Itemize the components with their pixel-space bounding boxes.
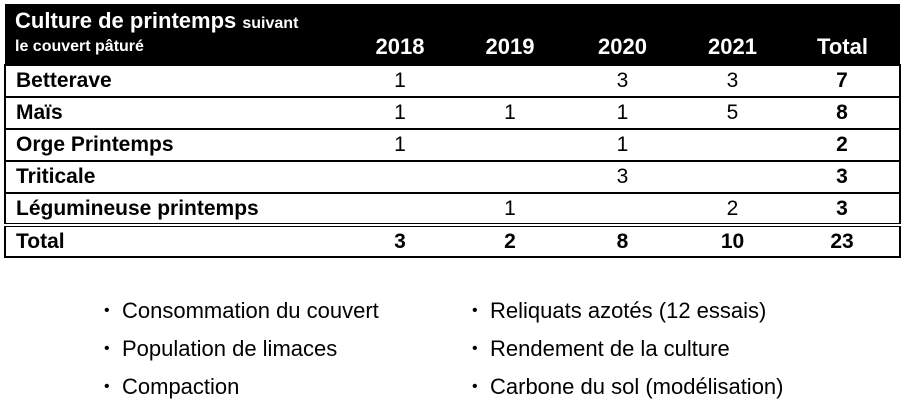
- table-title: Culture de printemps suivant le couvert …: [5, 4, 345, 65]
- row-label: Maïs: [4, 96, 345, 129]
- row-label: Total: [4, 223, 345, 258]
- table-cell: 1: [345, 96, 455, 129]
- title-line2: le couvert pâturé: [15, 38, 144, 56]
- list-item: • Carbone du sol (modélisation): [472, 368, 784, 406]
- list-item-text: Consommation du couvert: [122, 298, 379, 323]
- header-year: 2018: [375, 34, 425, 59]
- table-header-row: Culture de printemps suivant le couvert …: [5, 4, 900, 65]
- table-cell: [680, 128, 785, 161]
- list-item: • Compaction: [104, 368, 379, 406]
- list-item: • Population de limaces: [104, 330, 379, 368]
- bullet-icon: •: [472, 378, 478, 395]
- table-cell: 2: [680, 192, 785, 225]
- row-label: Betterave: [4, 64, 345, 97]
- header-year: 2020: [598, 34, 647, 59]
- table-cell: 1: [565, 96, 680, 129]
- table-row: Betterave 1 3 3 7: [4, 64, 901, 97]
- table-cell: 1: [565, 128, 680, 161]
- row-total: 8: [785, 96, 901, 129]
- bullet-icon: •: [472, 340, 478, 357]
- table-row: Légumineuse printemps 1 2 3: [4, 192, 901, 225]
- table-cell: 5: [680, 96, 785, 129]
- list-item-text: Carbone du sol (modélisation): [490, 374, 784, 399]
- title-main: Culture de printemps: [15, 8, 237, 33]
- bullet-icon: •: [104, 340, 110, 357]
- row-label: Légumineuse printemps: [4, 192, 345, 225]
- row-label: Triticale: [4, 160, 345, 193]
- table-cell: 10: [680, 223, 785, 258]
- row-total: 3: [785, 160, 901, 193]
- bullet-list-left: • Consommation du couvert • Population de …: [104, 292, 379, 406]
- table-cell: [345, 160, 455, 193]
- crop-table: Culture de printemps suivant le couvert …: [4, 4, 901, 258]
- bullet-icon: •: [104, 378, 110, 395]
- list-item-text: Compaction: [122, 374, 240, 399]
- bullet-icon: •: [104, 302, 110, 319]
- row-total: 2: [785, 128, 901, 161]
- bullet-icon: •: [472, 302, 478, 319]
- header-total: Total: [817, 34, 868, 59]
- bullet-list-right: • Reliquats azotés (12 essais) • Rendement…: [472, 292, 784, 406]
- table-cell: [345, 192, 455, 225]
- list-item: • Reliquats azotés (12 essais): [472, 292, 784, 330]
- table-cell: 1: [455, 192, 565, 225]
- list-item-text: Rendement de la culture: [490, 336, 730, 361]
- table-cell: 1: [455, 96, 565, 129]
- title-sub: suivant: [242, 15, 299, 32]
- table-cell: 3: [565, 160, 680, 193]
- table-cell: [455, 160, 565, 193]
- row-total: 3: [785, 192, 901, 225]
- table-cell: [455, 128, 565, 161]
- table-row: Maïs 1 1 1 5 8: [4, 96, 901, 129]
- list-item-text: Population de limaces: [122, 336, 338, 361]
- row-label: Orge Printemps: [4, 128, 345, 161]
- table-cell: 1: [345, 64, 455, 97]
- table-cell: [565, 192, 680, 225]
- table-cell: 8: [565, 223, 680, 258]
- table-cell: 3: [680, 64, 785, 97]
- list-item: • Rendement de la culture: [472, 330, 784, 368]
- list-item-text: Reliquats azotés (12 essais): [490, 298, 767, 323]
- list-item: • Consommation du couvert: [104, 292, 379, 330]
- table-cell: 3: [345, 223, 455, 258]
- table-cell: 3: [565, 64, 680, 97]
- row-total: 7: [785, 64, 901, 97]
- header-year: 2021: [708, 34, 757, 59]
- table-row: Orge Printemps 1 1 2: [4, 128, 901, 161]
- table-cell: 1: [345, 128, 455, 161]
- table-row: Triticale 3 3: [4, 160, 901, 193]
- table-total-row: Total 3 2 8 10 23: [4, 223, 901, 258]
- table-cell: [680, 160, 785, 193]
- table-cell: 2: [455, 223, 565, 258]
- grand-total: 23: [785, 223, 901, 258]
- header-year: 2019: [485, 34, 535, 59]
- table-cell: [455, 64, 565, 97]
